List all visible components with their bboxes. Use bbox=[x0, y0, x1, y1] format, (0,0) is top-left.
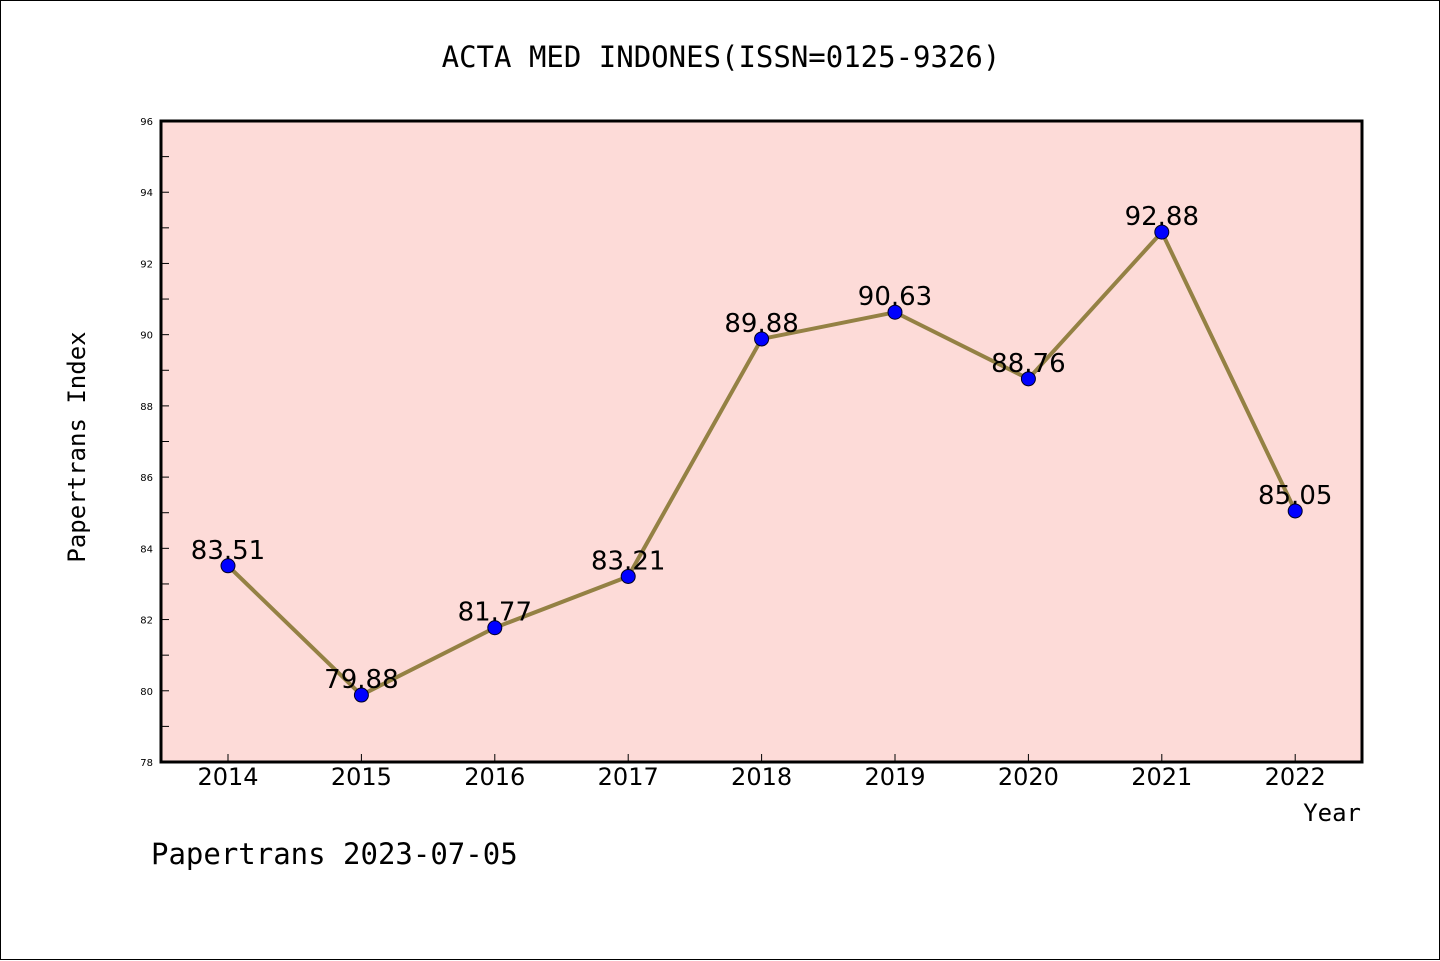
x-tick-label: 2022 bbox=[1265, 763, 1326, 791]
x-tick-label: 2020 bbox=[998, 763, 1059, 791]
x-axis: 2014 2015 2016 2017 2018 2019 2020 2021 2022 bbox=[197, 754, 1326, 791]
data-point bbox=[1154, 224, 1170, 240]
x-tick-label: 2018 bbox=[731, 763, 792, 791]
data-label: 83.51 bbox=[191, 536, 265, 566]
data-label: 79.88 bbox=[324, 665, 398, 695]
data-point bbox=[1287, 503, 1303, 519]
data-label: 90.63 bbox=[858, 282, 932, 312]
x-tick-label: 2016 bbox=[464, 763, 525, 791]
y-tick-label: 78 bbox=[140, 758, 153, 769]
data-label: 92.88 bbox=[1125, 202, 1199, 232]
y-tick-label: 94 bbox=[140, 188, 153, 199]
data-label: 85.05 bbox=[1258, 481, 1332, 511]
data-label: 81.77 bbox=[458, 598, 532, 628]
y-tick-label: 86 bbox=[140, 473, 153, 484]
data-point bbox=[887, 304, 903, 320]
y-tick-label: 82 bbox=[140, 616, 153, 627]
marker-group bbox=[220, 224, 1303, 703]
data-point bbox=[487, 620, 503, 636]
y-axis-label: Papertrans Index bbox=[63, 331, 91, 562]
y-tick-label: 84 bbox=[140, 544, 153, 555]
data-point bbox=[754, 331, 770, 347]
y-tick-label: 90 bbox=[140, 331, 153, 342]
y-tick-label: 92 bbox=[140, 259, 153, 270]
x-tick-label: 2017 bbox=[598, 763, 659, 791]
data-point bbox=[620, 568, 636, 584]
x-tick-label: 2015 bbox=[331, 763, 392, 791]
data-point bbox=[1020, 371, 1036, 387]
data-label-group: 83.51 79.88 81.77 83.21 89.88 90.63 88.76 92.88… bbox=[191, 202, 1333, 695]
x-axis-label: Year bbox=[1303, 799, 1361, 827]
y-axis: 78 80 82 84 86 88 90 92 94 96 bbox=[140, 117, 169, 769]
x-tick-label: 2019 bbox=[864, 763, 925, 791]
y-tick-label: 88 bbox=[140, 402, 153, 413]
data-point bbox=[220, 558, 236, 574]
x-tick-label: 2021 bbox=[1131, 763, 1192, 791]
data-point bbox=[353, 687, 369, 703]
data-label: 89.88 bbox=[724, 309, 798, 339]
data-label: 83.21 bbox=[591, 546, 665, 576]
y-tick-label: 80 bbox=[140, 687, 153, 698]
data-label: 88.76 bbox=[991, 349, 1065, 379]
chart-title: ACTA MED INDONES(ISSN=0125-9326) bbox=[442, 40, 1001, 74]
x-tick-label: 2014 bbox=[197, 763, 258, 791]
y-tick-label: 96 bbox=[140, 117, 153, 128]
footer-credit: Papertrans 2023-07-05 bbox=[151, 837, 518, 871]
